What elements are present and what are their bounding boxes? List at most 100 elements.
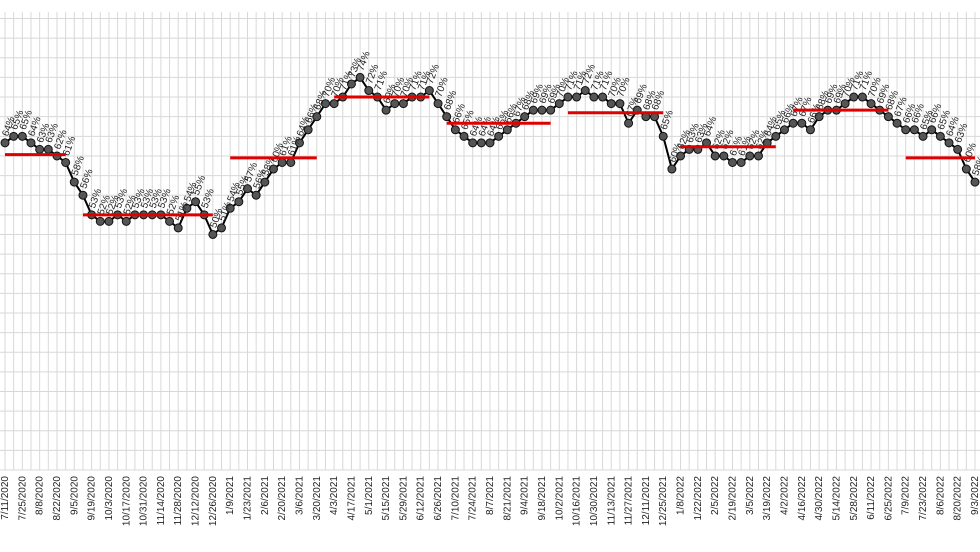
data-point: [173, 223, 183, 233]
x-tick-label: 10/31/2020: [139, 476, 150, 526]
data-point: [736, 157, 746, 167]
x-tick-label: 5/15/2021: [381, 476, 392, 521]
data-point: [320, 99, 330, 109]
data-point: [563, 92, 573, 102]
data-point: [398, 99, 408, 109]
data-point: [554, 99, 564, 109]
data-point: [849, 92, 859, 102]
x-tick-label: 9/4/2021: [520, 476, 531, 515]
x-tick-label: 4/30/2022: [814, 476, 825, 521]
data-point: [43, 144, 53, 154]
data-point: [797, 118, 807, 128]
data-point: [459, 131, 469, 141]
x-tick-label: 2/5/2022: [710, 476, 721, 515]
data-point: [381, 105, 391, 115]
data-point: [771, 131, 781, 141]
x-tick-label: 4/3/2021: [329, 476, 340, 515]
x-tick-label: 12/11/2021: [641, 476, 652, 526]
data-point: [606, 99, 616, 109]
data-point: [580, 86, 590, 96]
x-tick-label: 7/10/2021: [450, 476, 461, 521]
data-point: [217, 223, 227, 233]
x-tick-label: 7/24/2021: [468, 476, 479, 521]
x-tick-label: 10/2/2021: [554, 476, 565, 521]
data-point: [390, 99, 400, 109]
data-point: [303, 125, 313, 135]
x-tick-label: 2/20/2021: [277, 476, 288, 521]
data-point: [9, 131, 19, 141]
data-point: [268, 164, 278, 174]
data-point: [944, 138, 954, 148]
x-tick-label: 5/29/2021: [398, 476, 409, 521]
data-point: [883, 112, 893, 122]
x-tick-label: 6/26/2021: [433, 476, 444, 521]
data-point: [753, 151, 763, 161]
data-point: [35, 144, 45, 154]
x-tick-label: 1/9/2021: [225, 476, 236, 515]
x-tick-label: 1/23/2021: [243, 476, 254, 521]
x-tick-label: 12/26/2020: [208, 476, 219, 526]
data-point: [69, 177, 79, 187]
data-point: [364, 86, 374, 96]
data-point: [104, 216, 114, 226]
data-point: [312, 112, 322, 122]
x-tick-label: 3/20/2021: [312, 476, 323, 521]
x-tick-label: 7/11/2020: [0, 476, 11, 520]
x-tick-label: 10/3/2020: [104, 476, 115, 521]
data-point: [779, 125, 789, 135]
data-point: [528, 105, 538, 115]
data-point: [78, 190, 88, 200]
data-point: [121, 216, 131, 226]
data-point: [520, 112, 530, 122]
x-tick-label: 8/20/2022: [953, 476, 964, 521]
data-point: [745, 151, 755, 161]
x-tick-label: 1/8/2022: [676, 476, 687, 515]
data-point: [909, 125, 919, 135]
x-tick-label: 8/22/2020: [52, 476, 63, 521]
data-point: [598, 92, 608, 102]
data-point: [191, 197, 201, 207]
data-point: [243, 184, 252, 194]
data-point: [468, 138, 478, 148]
data-point: [935, 131, 945, 141]
x-tick-label: 4/17/2021: [346, 476, 357, 521]
data-label: 58%: [970, 154, 980, 177]
data-point: [953, 144, 963, 154]
x-tick-label: 8/8/2020: [35, 476, 46, 515]
data-point: [970, 177, 980, 187]
x-tick-label: 12/25/2021: [658, 476, 669, 526]
data-point: [95, 216, 105, 226]
data-point: [442, 112, 452, 122]
x-tick-label: 11/27/2021: [624, 476, 635, 526]
x-tick-label: 9/5/2020: [69, 476, 80, 515]
x-tick-label: 5/14/2022: [831, 476, 842, 521]
data-point: [805, 125, 815, 135]
data-point: [572, 92, 582, 102]
data-point: [676, 151, 686, 161]
x-tick-label: 9/18/2021: [537, 476, 548, 521]
data-point: [918, 131, 928, 141]
x-tick-label: 11/14/2020: [156, 476, 167, 526]
data-point: [494, 131, 504, 141]
data-point: [667, 164, 677, 174]
x-tick-label: 8/7/2021: [485, 476, 496, 515]
x-tick-label: 7/23/2022: [918, 476, 929, 521]
data-point: [788, 118, 798, 128]
data-point: [286, 157, 296, 167]
x-tick-label: 10/30/2021: [589, 476, 600, 526]
data-point: [476, 138, 486, 148]
data-point: [615, 99, 625, 109]
data-point: [589, 92, 599, 102]
x-tick-label: 3/19/2022: [762, 476, 773, 521]
data-point: [329, 99, 339, 109]
data-point: [260, 177, 270, 187]
data-point: [17, 131, 27, 141]
data-point: [26, 138, 36, 148]
data-point: [866, 99, 876, 109]
x-tick-label: 9/19/2020: [87, 476, 98, 521]
x-tick-label: 1/22/2022: [693, 476, 704, 521]
x-tick-label: 5/1/2021: [364, 476, 375, 515]
x-tick-label: 11/28/2020: [173, 476, 184, 526]
data-point: [728, 157, 737, 167]
data-point: [624, 118, 634, 128]
